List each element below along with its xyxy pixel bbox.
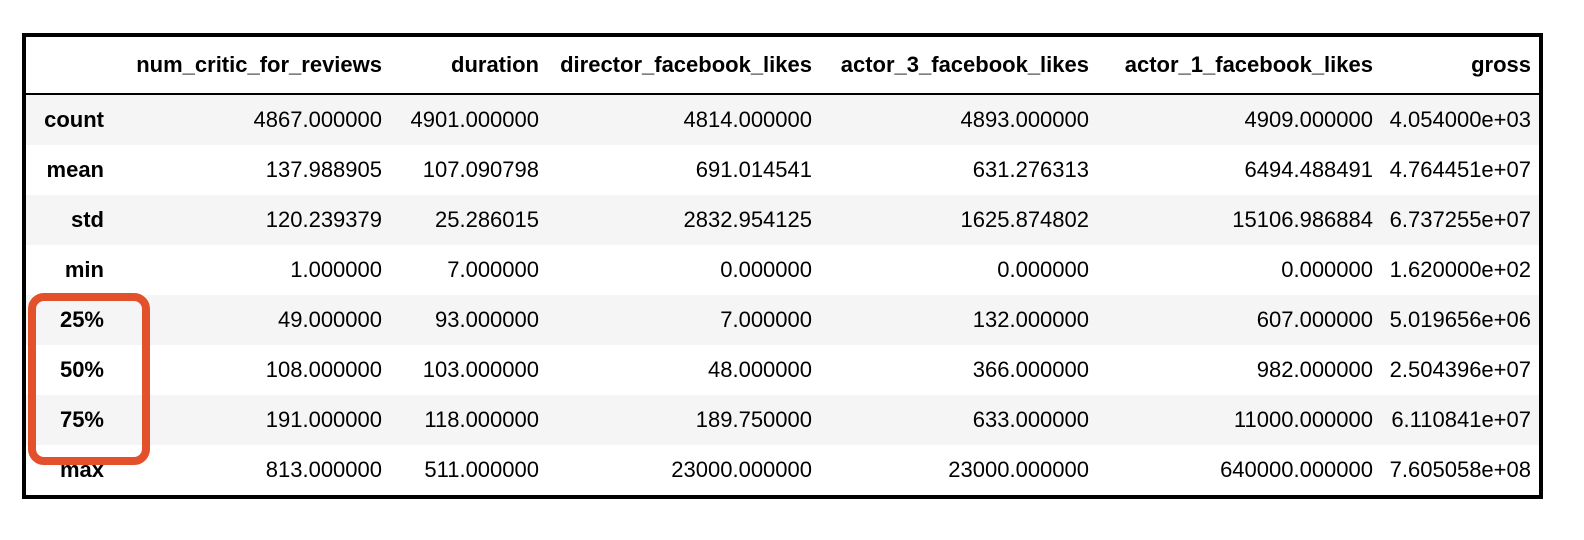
row-label: 75% (59, 407, 104, 432)
table-cell: 511.000000 (424, 457, 539, 482)
table-row: count 4867.000000 4901.000000 4814.000000 48… (26, 94, 1539, 145)
table-cell: 0.000000 (997, 257, 1089, 282)
row-label: count (44, 107, 104, 132)
table-cell: 15106.986884 (1232, 207, 1373, 232)
table-cell: 6.737255e+07 (1389, 207, 1531, 232)
table-cell: 93.000000 (435, 307, 539, 332)
table-cell: 49.000000 (278, 307, 382, 332)
table-cell: 7.000000 (447, 257, 539, 282)
table-row: min 1.000000 7.000000 0.000000 0.000000 0.000… (26, 245, 1539, 295)
table-cell: 4.764451e+07 (1389, 157, 1531, 182)
table-cell: 4893.000000 (960, 107, 1089, 132)
table-row: mean 137.988905 107.090798 691.014541 631.27… (26, 145, 1539, 195)
table-cell: 813.000000 (265, 457, 382, 482)
table-cell: 631.276313 (972, 157, 1089, 182)
column-header: director_facebook_likes (547, 37, 820, 95)
table-cell: 2832.954125 (683, 207, 812, 232)
table-cell: 25.286015 (435, 207, 539, 232)
table-row: 50% 108.000000 103.000000 48.000000 366.0000… (26, 345, 1539, 395)
column-header: actor_3_facebook_likes (820, 37, 1097, 95)
table-cell: 4909.000000 (1244, 107, 1373, 132)
table-cell: 633.000000 (972, 407, 1089, 432)
table-cell: 118.000000 (424, 407, 539, 432)
table-cell: 5.019656e+06 (1389, 307, 1531, 332)
table-cell: 4867.000000 (253, 107, 382, 132)
describe-table-frame: num_critic_for_reviews duration director_f… (22, 33, 1543, 499)
row-label: min (64, 257, 104, 282)
table-cell: 982.000000 (1256, 357, 1373, 382)
table-row: 75% 191.000000 118.000000 189.750000 633.000… (26, 395, 1539, 445)
table-cell: 7.000000 (720, 307, 812, 332)
row-label: 50% (59, 357, 104, 382)
table-cell: 0.000000 (720, 257, 812, 282)
table-cell: 7.605058e+08 (1389, 457, 1531, 482)
column-header: actor_1_facebook_likes (1097, 37, 1381, 95)
header-row: num_critic_for_reviews duration director_f… (26, 37, 1539, 95)
table-cell: 2.504396e+07 (1389, 357, 1531, 382)
table-row: std 120.239379 25.286015 2832.954125 1625.87… (26, 195, 1539, 245)
table-cell: 108.000000 (265, 357, 382, 382)
row-label: std (71, 207, 104, 232)
table-cell: 23000.000000 (671, 457, 812, 482)
table-cell: 48.000000 (708, 357, 812, 382)
table-cell: 103.000000 (422, 357, 539, 382)
row-label: 25% (59, 307, 104, 332)
table-cell: 107.090798 (422, 157, 539, 182)
table-cell: 1.620000e+02 (1389, 257, 1531, 282)
table-cell: 4.054000e+03 (1389, 107, 1531, 132)
row-label: max (59, 457, 104, 482)
table-row: 25% 49.000000 93.000000 7.000000 132.000000 6… (26, 295, 1539, 345)
table-cell: 11000.000000 (1233, 407, 1373, 432)
corner-header (26, 37, 112, 95)
table-body: count 4867.000000 4901.000000 4814.000000 48… (26, 94, 1539, 495)
table-cell: 607.000000 (1256, 307, 1373, 332)
table-cell: 1625.874802 (960, 207, 1089, 232)
table-cell: 640000.000000 (1220, 457, 1373, 482)
table-cell: 6494.488491 (1244, 157, 1373, 182)
column-header: gross (1381, 37, 1539, 95)
table-cell: 0.000000 (1281, 257, 1373, 282)
table-cell: 691.014541 (695, 157, 812, 182)
row-label: mean (46, 157, 104, 182)
table-cell: 189.750000 (695, 407, 812, 432)
describe-table: num_critic_for_reviews duration director_f… (26, 37, 1539, 495)
table-cell: 137.988905 (265, 157, 382, 182)
table-cell: 4901.000000 (410, 107, 539, 132)
table-cell: 120.239379 (265, 207, 382, 232)
table-cell: 23000.000000 (948, 457, 1089, 482)
table-row: max 813.000000 511.000000 23000.000000 23000… (26, 445, 1539, 495)
column-header: num_critic_for_reviews (112, 37, 390, 95)
table-cell: 4814.000000 (683, 107, 812, 132)
table-cell: 1.000000 (290, 257, 382, 282)
table-cell: 132.000000 (972, 307, 1089, 332)
table-cell: 191.000000 (265, 407, 382, 432)
table-cell: 366.000000 (972, 357, 1089, 382)
table-cell: 6.110841e+07 (1391, 407, 1531, 432)
column-header: duration (390, 37, 547, 95)
